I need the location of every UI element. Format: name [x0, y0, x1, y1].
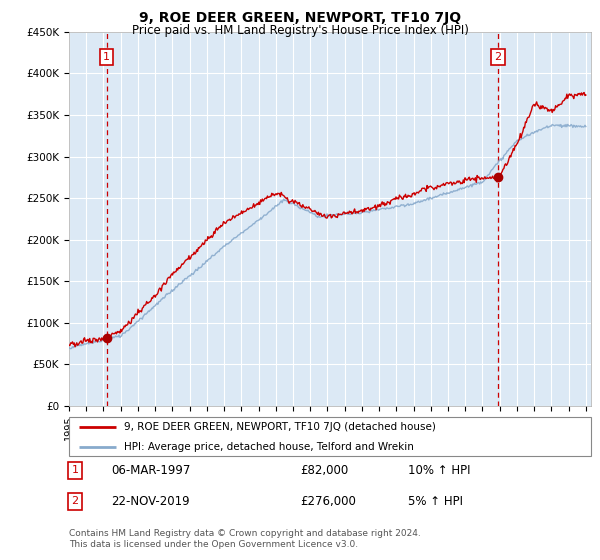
- Text: 1: 1: [71, 465, 79, 475]
- Text: Price paid vs. HM Land Registry's House Price Index (HPI): Price paid vs. HM Land Registry's House …: [131, 24, 469, 36]
- Text: 2: 2: [494, 52, 502, 62]
- Text: 22-NOV-2019: 22-NOV-2019: [111, 494, 190, 508]
- Text: 9, ROE DEER GREEN, NEWPORT, TF10 7JQ (detached house): 9, ROE DEER GREEN, NEWPORT, TF10 7JQ (de…: [124, 422, 436, 432]
- Text: £276,000: £276,000: [300, 494, 356, 508]
- Text: HPI: Average price, detached house, Telford and Wrekin: HPI: Average price, detached house, Telf…: [124, 442, 413, 451]
- FancyBboxPatch shape: [69, 417, 591, 456]
- Text: £82,000: £82,000: [300, 464, 348, 477]
- Text: 06-MAR-1997: 06-MAR-1997: [111, 464, 190, 477]
- Text: 9, ROE DEER GREEN, NEWPORT, TF10 7JQ: 9, ROE DEER GREEN, NEWPORT, TF10 7JQ: [139, 11, 461, 25]
- Text: 2: 2: [71, 496, 79, 506]
- Text: Contains HM Land Registry data © Crown copyright and database right 2024.
This d: Contains HM Land Registry data © Crown c…: [69, 529, 421, 549]
- Text: 5% ↑ HPI: 5% ↑ HPI: [408, 494, 463, 508]
- Text: 1: 1: [103, 52, 110, 62]
- Text: 10% ↑ HPI: 10% ↑ HPI: [408, 464, 470, 477]
